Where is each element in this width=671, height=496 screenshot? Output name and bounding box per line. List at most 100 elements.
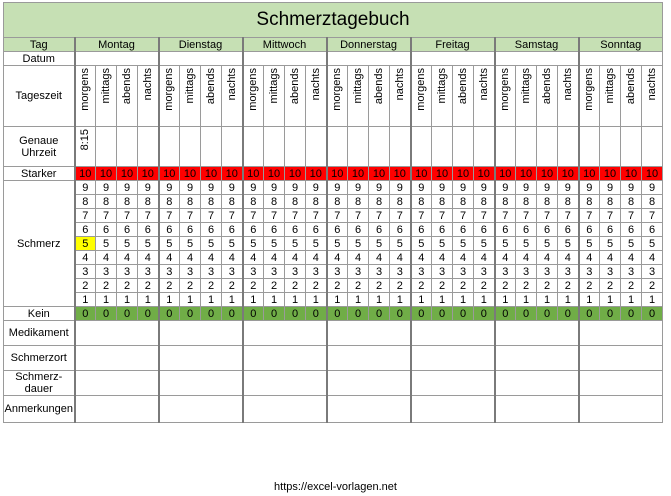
pain-level-cell[interactable]: 8 — [536, 194, 558, 209]
pain-level-cell[interactable]: 4 — [431, 250, 453, 265]
pain-level-cell[interactable]: 4 — [179, 250, 201, 265]
pain-level-cell[interactable]: 0 — [473, 306, 495, 321]
pain-level-cell[interactable]: 9 — [389, 180, 411, 195]
pain-level-cell[interactable]: 0 — [221, 306, 243, 321]
pain-level-cell[interactable]: 0 — [536, 306, 558, 321]
exact-time-d5-s2[interactable] — [536, 126, 558, 167]
pain-level-cell[interactable]: 5 — [536, 236, 558, 251]
pain-level-cell[interactable]: 3 — [179, 264, 201, 279]
pain-level-cell[interactable]: 5 — [284, 236, 306, 251]
pain-level-cell[interactable]: 4 — [116, 250, 138, 265]
pain-level-cell[interactable]: 6 — [116, 222, 138, 237]
pain-level-cell[interactable]: 3 — [325, 264, 348, 279]
pain-level-cell[interactable]: 6 — [325, 222, 348, 237]
pain-level-cell[interactable]: 3 — [347, 264, 369, 279]
pain-level-cell[interactable]: 1 — [493, 292, 516, 307]
pain-level-cell[interactable]: 5 — [599, 236, 621, 251]
medication-cell-1[interactable] — [157, 320, 243, 346]
pain-level-cell[interactable]: 9 — [241, 180, 264, 195]
pain-level-cell[interactable]: 8 — [641, 194, 663, 209]
pain-level-cell[interactable]: 7 — [409, 208, 432, 223]
pain-level-cell[interactable]: 0 — [95, 306, 117, 321]
pain-level-cell[interactable]: 7 — [620, 208, 642, 223]
pain-level-cell[interactable]: 0 — [116, 306, 138, 321]
pain-level-cell[interactable]: 10 — [263, 166, 285, 181]
medication-cell-5[interactable] — [493, 320, 579, 346]
pain-level-cell[interactable]: 9 — [179, 180, 201, 195]
pain-level-cell[interactable]: 1 — [536, 292, 558, 307]
pain-level-cell[interactable]: 2 — [95, 278, 117, 293]
pain-level-cell[interactable]: 8 — [431, 194, 453, 209]
pain-level-cell[interactable]: 5 — [409, 236, 432, 251]
pain-level-cell[interactable]: 2 — [577, 278, 600, 293]
pain-level-cell[interactable]: 4 — [73, 250, 96, 265]
pain-level-cell[interactable]: 7 — [284, 208, 306, 223]
pain-level-cell[interactable]: 10 — [641, 166, 663, 181]
pain-level-cell[interactable]: 5 — [368, 236, 390, 251]
exact-time-d2-s2[interactable] — [284, 126, 306, 167]
pain-level-cell[interactable]: 3 — [389, 264, 411, 279]
pain-level-cell[interactable]: 4 — [221, 250, 243, 265]
pain-level-cell[interactable]: 5 — [347, 236, 369, 251]
pain-level-cell[interactable]: 8 — [137, 194, 159, 209]
pain-level-cell[interactable]: 8 — [620, 194, 642, 209]
pain-level-cell[interactable]: 4 — [536, 250, 558, 265]
pain-level-cell[interactable]: 4 — [157, 250, 180, 265]
pain-level-cell[interactable]: 7 — [179, 208, 201, 223]
pain-level-cell[interactable]: 10 — [620, 166, 642, 181]
pain-level-cell[interactable]: 3 — [515, 264, 537, 279]
pain-location-cell-3[interactable] — [325, 345, 411, 371]
pain-level-cell[interactable]: 2 — [241, 278, 264, 293]
pain-level-cell[interactable]: 1 — [137, 292, 159, 307]
pain-level-cell[interactable]: 6 — [599, 222, 621, 237]
exact-time-d6-s3[interactable] — [641, 126, 663, 167]
pain-level-cell[interactable]: 2 — [389, 278, 411, 293]
pain-level-cell[interactable]: 9 — [515, 180, 537, 195]
exact-time-d0-s2[interactable] — [116, 126, 138, 167]
pain-level-cell[interactable]: 9 — [431, 180, 453, 195]
pain-level-cell[interactable]: 1 — [347, 292, 369, 307]
pain-level-cell[interactable]: 10 — [452, 166, 474, 181]
pain-level-cell[interactable]: 4 — [452, 250, 474, 265]
pain-level-cell[interactable]: 8 — [305, 194, 327, 209]
pain-level-cell[interactable]: 6 — [473, 222, 495, 237]
pain-level-cell[interactable]: 3 — [95, 264, 117, 279]
pain-level-cell[interactable]: 7 — [241, 208, 264, 223]
pain-level-cell[interactable]: 10 — [221, 166, 243, 181]
pain-level-cell[interactable]: 1 — [473, 292, 495, 307]
pain-level-cell[interactable]: 6 — [577, 222, 600, 237]
pain-level-cell[interactable]: 4 — [200, 250, 222, 265]
pain-level-cell[interactable]: 0 — [325, 306, 348, 321]
pain-level-cell[interactable]: 7 — [305, 208, 327, 223]
pain-level-cell[interactable]: 6 — [221, 222, 243, 237]
pain-level-cell[interactable]: 9 — [409, 180, 432, 195]
pain-level-cell[interactable]: 4 — [473, 250, 495, 265]
pain-level-cell[interactable]: 6 — [284, 222, 306, 237]
pain-level-cell[interactable]: 9 — [536, 180, 558, 195]
exact-time-d0-s1[interactable] — [95, 126, 117, 167]
medication-cell-4[interactable] — [409, 320, 495, 346]
medication-cell-6[interactable] — [577, 320, 663, 346]
pain-location-cell-5[interactable] — [493, 345, 579, 371]
pain-level-cell[interactable]: 9 — [157, 180, 180, 195]
pain-level-cell[interactable]: 7 — [95, 208, 117, 223]
pain-level-cell[interactable]: 1 — [116, 292, 138, 307]
pain-level-cell[interactable]: 10 — [577, 166, 600, 181]
pain-level-cell[interactable]: 9 — [641, 180, 663, 195]
pain-level-cell[interactable]: 8 — [493, 194, 516, 209]
pain-level-cell[interactable]: 3 — [137, 264, 159, 279]
pain-level-cell[interactable]: 5 — [73, 236, 96, 251]
pain-level-cell[interactable]: 8 — [263, 194, 285, 209]
pain-level-cell[interactable]: 9 — [325, 180, 348, 195]
pain-level-cell[interactable]: 5 — [263, 236, 285, 251]
medication-cell-3[interactable] — [325, 320, 411, 346]
pain-level-cell[interactable]: 5 — [493, 236, 516, 251]
pain-level-cell[interactable]: 3 — [452, 264, 474, 279]
pain-level-cell[interactable]: 10 — [368, 166, 390, 181]
pain-level-cell[interactable]: 0 — [179, 306, 201, 321]
pain-level-cell[interactable]: 0 — [431, 306, 453, 321]
pain-level-cell[interactable]: 2 — [157, 278, 180, 293]
pain-level-cell[interactable]: 9 — [263, 180, 285, 195]
pain-level-cell[interactable]: 2 — [473, 278, 495, 293]
exact-time-d6-s1[interactable] — [599, 126, 621, 167]
